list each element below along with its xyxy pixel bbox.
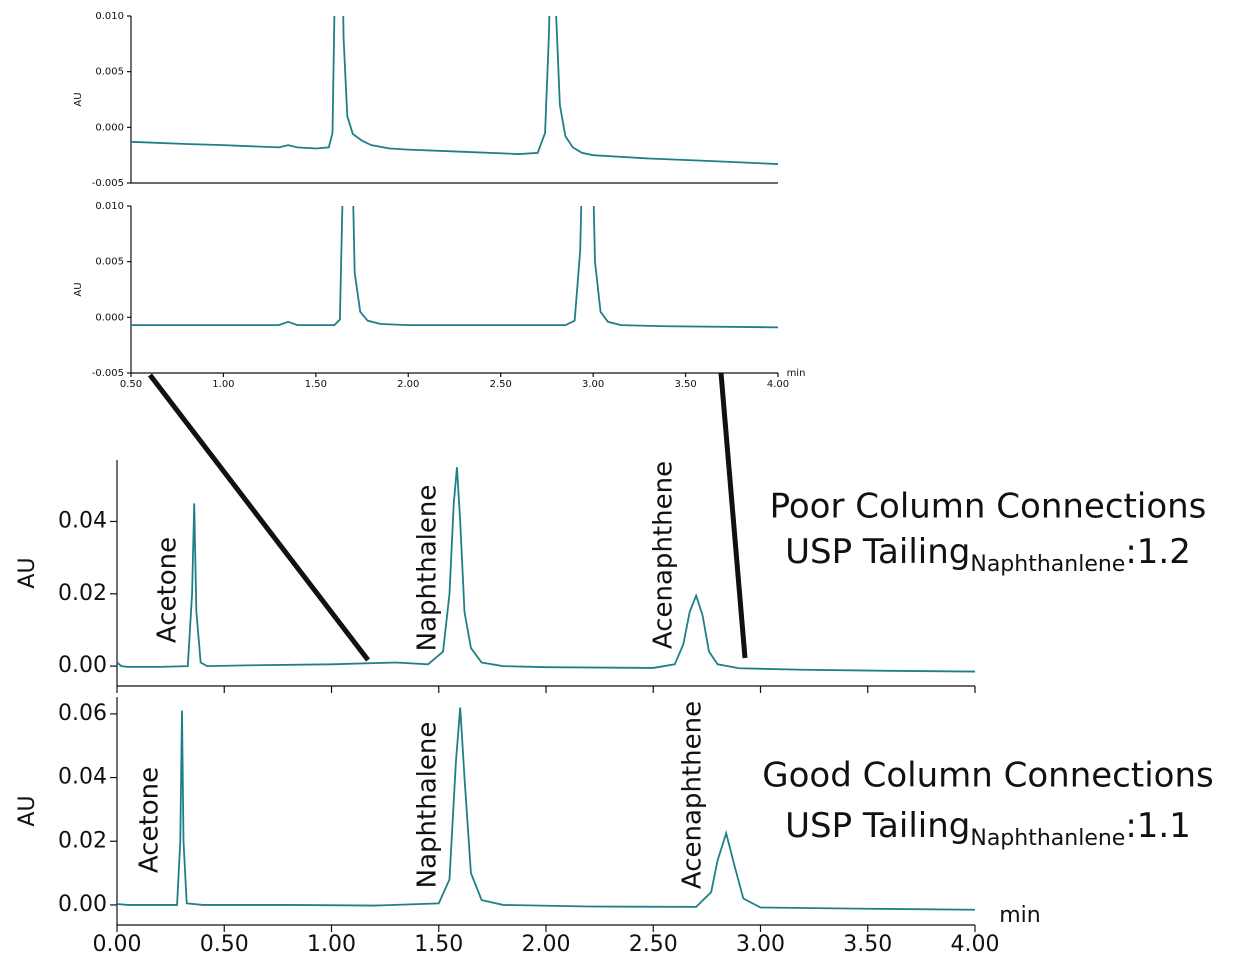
y-tick-label: 0.00 bbox=[58, 653, 107, 678]
y-tick-label: 0.005 bbox=[95, 67, 124, 78]
y-tick-label: 0.02 bbox=[58, 581, 107, 606]
panel: 0.00 0.02 0.04 AU Acetone Naphthalene Acenapht… bbox=[15, 460, 1206, 693]
metric: USP Tailing bbox=[785, 532, 970, 572]
x-tick-label: 1.50 bbox=[414, 932, 463, 957]
y-tick-label: -0.005 bbox=[92, 178, 124, 189]
y-tick-label: 0.000 bbox=[95, 312, 124, 323]
y-tick-label: 0.000 bbox=[95, 122, 124, 133]
y-tick-label: 0.04 bbox=[58, 765, 107, 790]
annotation-title: Good Column Connections bbox=[762, 756, 1213, 796]
x-tick-label: 0.50 bbox=[120, 379, 142, 390]
x-axis-label: min bbox=[787, 368, 806, 379]
y-tick-label: 0.005 bbox=[95, 257, 124, 268]
annotation-metric: USP TailingNaphthanlene:1.2 bbox=[785, 532, 1191, 578]
x-tick-label: 3.50 bbox=[674, 379, 696, 390]
metric-value: :1.1 bbox=[1125, 806, 1191, 846]
panel: -0.005 0.000 0.005 0.010 0.50 1.00 1.50 2.00 2.5… bbox=[73, 201, 806, 390]
peak-label: Acetone bbox=[135, 767, 165, 873]
x-tick-label: 0.50 bbox=[200, 932, 249, 957]
trace bbox=[117, 467, 975, 673]
y-axis-label: AU bbox=[73, 282, 84, 296]
x-tick-label: 3.00 bbox=[736, 932, 785, 957]
x-tick-label: 3.00 bbox=[582, 379, 604, 390]
y-tick-label: 0.06 bbox=[58, 701, 107, 726]
zoom-connector bbox=[148, 373, 370, 662]
metric-subscript: Naphthanlene bbox=[970, 552, 1125, 577]
peak-label: Acenaphthene bbox=[678, 701, 708, 889]
x-tick-label: 2.50 bbox=[629, 932, 678, 957]
y-axis-label: AU bbox=[15, 557, 40, 588]
x-tick-label: 3.50 bbox=[843, 932, 892, 957]
panel: 0.00 0.02 0.04 0.06 0.00 0.50 1.00 1.50 2.00 2.50… bbox=[15, 697, 1214, 957]
y-tick-label: 0.010 bbox=[95, 11, 124, 22]
trace bbox=[131, 206, 778, 329]
x-tick-label: 0.00 bbox=[93, 932, 142, 957]
x-tick-label: 2.50 bbox=[490, 379, 512, 390]
x-tick-label: 4.00 bbox=[951, 932, 1000, 957]
x-axis-label: min bbox=[999, 903, 1041, 928]
y-axis-label: AU bbox=[73, 92, 84, 106]
x-tick-label: 1.00 bbox=[212, 379, 234, 390]
x-tick-label: 2.00 bbox=[397, 379, 419, 390]
y-tick-label: 0.04 bbox=[58, 508, 107, 533]
annotation-metric: USP TailingNaphthanlene:1.1 bbox=[785, 806, 1191, 852]
y-axis-label: AU bbox=[15, 795, 40, 826]
peak-label: Acenaphthene bbox=[649, 461, 679, 649]
x-tick-label: 1.00 bbox=[307, 932, 356, 957]
peak-label: Acetone bbox=[153, 537, 183, 643]
trace bbox=[117, 707, 975, 911]
x-tick-label: 4.00 bbox=[767, 379, 789, 390]
metric-subscript: Naphthanlene bbox=[970, 826, 1125, 851]
y-tick-label: 0.02 bbox=[58, 828, 107, 853]
x-tick-label: 2.00 bbox=[522, 932, 571, 957]
metric-value: :1.2 bbox=[1125, 532, 1191, 572]
zoom-connector bbox=[718, 372, 748, 659]
annotation-title: Poor Column Connections bbox=[770, 487, 1207, 527]
metric: USP Tailing bbox=[785, 806, 970, 846]
trace bbox=[131, 16, 778, 165]
x-tick-label: 1.50 bbox=[305, 379, 327, 390]
y-tick-label: -0.005 bbox=[92, 368, 124, 379]
peak-label: Naphthalene bbox=[413, 485, 443, 652]
y-tick-label: 0.00 bbox=[58, 892, 107, 917]
panel: -0.005 0.000 0.005 0.010 AU bbox=[73, 11, 778, 189]
peak-label: Naphthalene bbox=[413, 722, 443, 889]
y-tick-label: 0.010 bbox=[95, 201, 124, 212]
